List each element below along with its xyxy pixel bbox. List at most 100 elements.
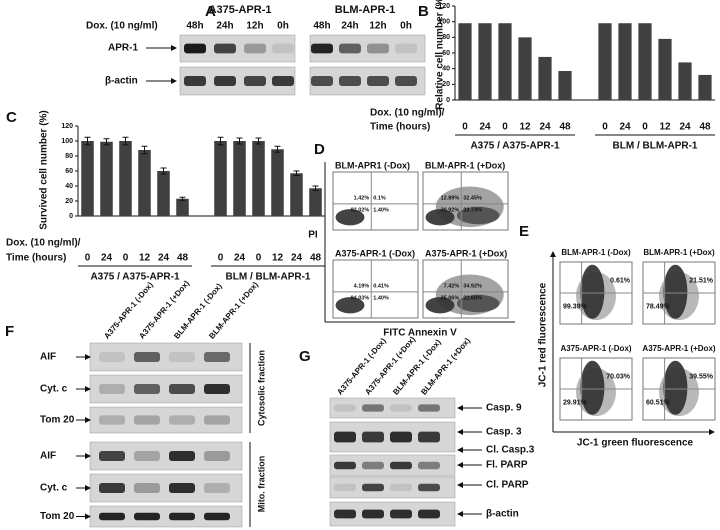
bar	[157, 171, 170, 216]
blot-band	[418, 404, 440, 412]
x-axis-label: FITC Annexin V	[383, 328, 457, 339]
error-bar	[160, 167, 167, 175]
cell-cloud	[457, 206, 500, 225]
y-tick-label: 80	[65, 153, 73, 160]
group-label: BLM / BLM-APR-1	[613, 141, 698, 152]
blot-band	[362, 509, 384, 519]
label: 24h	[341, 21, 358, 32]
bar	[558, 71, 572, 100]
blot-band	[204, 383, 230, 395]
bar	[233, 141, 246, 216]
blot-band	[311, 43, 333, 54]
label: 48h	[186, 21, 203, 32]
gate-percent: 70.03%	[606, 373, 631, 380]
label: BLM-APR-1	[335, 4, 396, 16]
blot	[329, 476, 456, 499]
cell-cloud	[576, 272, 616, 321]
band-label: Casp. 3	[486, 427, 522, 438]
group-label: BLM / BLM-APR-1	[226, 272, 311, 283]
gate-percent: 78.49%	[646, 303, 671, 310]
bar	[538, 56, 552, 100]
cell-cloud	[425, 209, 455, 226]
bar	[638, 23, 652, 100]
x-tick-label: 24	[101, 253, 113, 264]
x-tick-label: 12	[272, 253, 284, 264]
cell-cloud	[576, 368, 616, 417]
x-tick-label: 12	[659, 122, 671, 133]
label: APR-1	[108, 43, 138, 54]
gate-percent: 29.91%	[563, 399, 588, 406]
blot-band	[362, 431, 384, 443]
x-tick-label: 24	[539, 122, 551, 133]
x-tick-label: 12	[139, 253, 151, 264]
quadrant-percent: 12.89%	[441, 195, 460, 201]
x-tick-label: 24	[291, 253, 303, 264]
label: 48h	[313, 21, 330, 32]
x-axis-label: JC-1 green fluorescence	[577, 438, 694, 449]
y-tick-label: 80	[442, 34, 450, 41]
x-tick-label: 24	[234, 253, 246, 264]
blot-band	[214, 75, 236, 87]
x-tick-label: 48	[177, 253, 189, 264]
bar	[458, 23, 472, 100]
y-tick-label: 20	[442, 81, 450, 88]
blot-band	[99, 450, 125, 462]
bar	[100, 141, 113, 216]
panel-letter: E	[519, 223, 529, 240]
x-tick-label: 0	[85, 253, 91, 264]
blot-band	[418, 483, 440, 492]
blot-band	[134, 383, 160, 395]
cell-cloud	[335, 209, 365, 226]
fraction-label: Mito. fraction	[256, 456, 266, 513]
panel-letter: F	[5, 323, 14, 340]
cell-cloud	[457, 294, 500, 313]
quadrant-percent: 30.92%	[441, 207, 460, 213]
bar	[81, 141, 94, 216]
blot-band	[390, 461, 412, 470]
row-label: Cyt. c	[40, 384, 68, 395]
blot-band	[134, 415, 160, 425]
plot-title: BLM-APR-1 (-Dox)	[561, 248, 631, 257]
cell-cloud	[659, 368, 699, 417]
cell-cloud	[663, 264, 688, 319]
plot-title: A375-APR-1 (-Dox)	[335, 248, 415, 258]
blot-band	[367, 75, 389, 87]
x-tick-label: 0	[218, 253, 224, 264]
blot-band	[244, 43, 266, 54]
lane-label: BLM-APR-1 (-Dox)	[391, 337, 443, 396]
blot-band	[169, 512, 195, 521]
blot-band	[204, 450, 230, 462]
cell-cloud	[425, 297, 455, 314]
cell-cloud	[580, 264, 605, 319]
x-tick-label: 24	[479, 122, 491, 133]
label: 12h	[369, 21, 386, 32]
y-axis-label: Relative cell number (%)	[435, 0, 446, 110]
blot-band	[390, 431, 412, 443]
bar	[309, 188, 322, 216]
blot-band	[134, 482, 160, 494]
blot-band	[272, 43, 294, 54]
blot-band	[204, 351, 230, 363]
fraction-label: Cytosolic fraction	[256, 350, 266, 426]
panel-letter: D	[314, 141, 325, 158]
y-tick-label: 100	[61, 138, 73, 145]
bar	[618, 23, 632, 100]
label: 0h	[277, 21, 289, 32]
bar	[598, 23, 612, 100]
row-label: AIF	[40, 352, 56, 363]
lane-label: A375-APR-1 (-Dox)	[335, 336, 388, 397]
band-label: β-actin	[486, 509, 519, 520]
quadrant-percent: 94.03%	[351, 295, 370, 301]
blot-band	[99, 383, 125, 395]
blot-band	[334, 404, 356, 412]
blot-band	[418, 461, 440, 470]
quadrant-percent: 0.1%	[373, 195, 386, 201]
blot-band	[169, 482, 195, 494]
y-tick-label: 40	[65, 183, 73, 190]
quadrant-percent: 22.60%	[463, 295, 482, 301]
row-label: Tom 20	[40, 511, 75, 522]
x-tick-label: 24	[679, 122, 691, 133]
blot-band	[367, 43, 389, 54]
blot-band	[390, 404, 412, 412]
